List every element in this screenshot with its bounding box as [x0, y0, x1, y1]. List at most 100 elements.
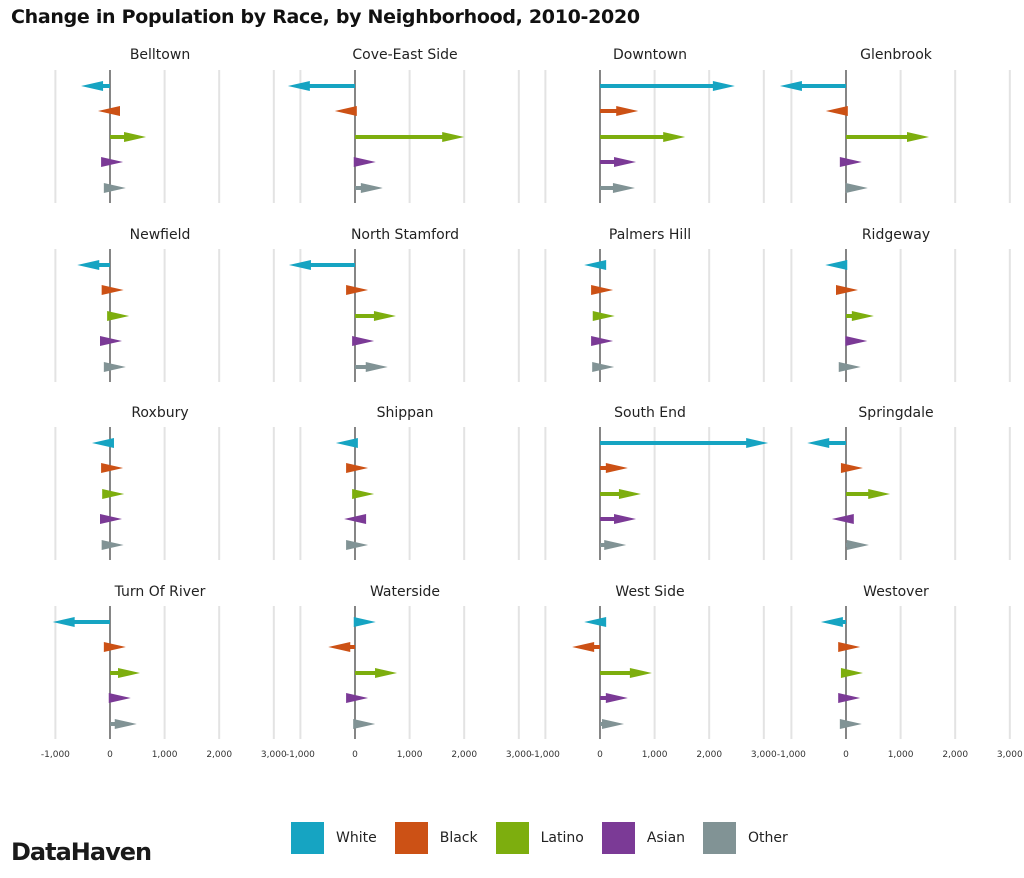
legend-swatch-white — [291, 822, 324, 854]
arrow-head-black — [572, 642, 595, 652]
arrow-head-white — [353, 617, 376, 627]
arrow-head-asian — [614, 514, 637, 524]
arrow-head-black — [346, 463, 369, 473]
x-tick-label: 0 — [107, 750, 113, 760]
arrow-head-latino — [375, 668, 398, 678]
legend-swatch-other — [703, 822, 737, 854]
arrow-head-white — [287, 81, 310, 91]
panel-title: Westover — [863, 584, 929, 600]
arrow-head-asian — [839, 157, 862, 167]
x-tick-label: 3,000 — [506, 750, 532, 760]
arrow-head-black — [825, 106, 848, 116]
panel-title: Waterside — [370, 584, 440, 600]
arrow-head-black — [591, 285, 614, 295]
panel-title: South End — [614, 405, 686, 421]
panel-title: Belltown — [130, 47, 190, 63]
arrow-head-black — [97, 106, 120, 116]
arrow-head-asian — [352, 336, 375, 346]
arrow-head-black — [840, 463, 863, 473]
arrow-head-latino — [840, 668, 863, 678]
chart-area: Belltown Cove-East Side Downtown Glenbrook N… — [41, 47, 1023, 760]
arrow-head-latino — [618, 489, 641, 499]
x-tick-label: 1,000 — [888, 750, 914, 760]
panel-title: West Side — [615, 584, 684, 600]
x-tick-label: 3,000 — [997, 750, 1023, 760]
legend-item-other: Other — [703, 822, 790, 854]
arrow-head-white — [584, 617, 607, 627]
arrow-head-latino — [851, 311, 874, 321]
arrow-head-other — [839, 719, 862, 729]
arrow-head-other — [114, 719, 137, 729]
legend-swatch-black — [394, 822, 428, 854]
arrow-head-latino — [102, 489, 125, 499]
legend-item-black: Black — [394, 822, 480, 854]
arrow-head-latino — [352, 489, 375, 499]
legend-item-white: White — [291, 822, 379, 854]
arrow-head-other — [612, 183, 635, 193]
chart-title: Change in Population by Race, by Neighbo… — [11, 6, 640, 28]
arrow-head-white — [779, 81, 802, 91]
x-tick-label: 0 — [597, 750, 603, 760]
x-tick-label: 3,000 — [261, 750, 287, 760]
arrow-head-asian — [831, 514, 854, 524]
arrow-head-latino — [592, 311, 615, 321]
arrow-head-black — [101, 463, 124, 473]
arrow-head-other — [838, 362, 861, 372]
arrow-head-black — [838, 642, 861, 652]
x-tick-label: -1,000 — [531, 750, 560, 760]
arrow-head-asian — [614, 157, 637, 167]
arrow-head-asian — [100, 336, 123, 346]
arrow-head-black — [346, 285, 369, 295]
arrow-head-black — [605, 463, 628, 473]
legend-swatch-asian — [601, 822, 635, 854]
arrow-head-latino — [107, 311, 130, 321]
arrow-head-other — [101, 540, 124, 550]
legend-item-latino: Latino — [495, 822, 586, 854]
arrow-head-latino — [663, 132, 686, 142]
legend-label-latino: Latino — [540, 830, 584, 846]
x-tick-label: 2,000 — [696, 750, 722, 760]
arrow-head-white — [52, 617, 75, 627]
arrow-head-other — [353, 719, 376, 729]
arrow-head-white — [335, 438, 358, 448]
panel-title: Shippan — [377, 405, 434, 421]
legend-label-black: Black — [439, 830, 478, 846]
legend: White Black Latino Asian Other — [291, 822, 806, 854]
arrow-head-asian — [346, 693, 369, 703]
arrow-head-other — [604, 540, 627, 550]
panel-title: Glenbrook — [860, 47, 933, 63]
panel-title: Palmers Hill — [609, 227, 691, 243]
x-tick-label: 0 — [843, 750, 849, 760]
arrow-head-white — [81, 81, 104, 91]
panel-title: Springdale — [858, 405, 933, 421]
panel-title: Cove-East Side — [352, 47, 457, 63]
x-tick-label: 2,000 — [451, 750, 477, 760]
arrow-head-white — [77, 260, 100, 270]
arrow-head-black — [328, 642, 351, 652]
panel-title: Turn Of River — [114, 584, 206, 600]
arrow-head-other — [365, 362, 388, 372]
arrow-head-white — [712, 81, 735, 91]
legend-item-asian: Asian — [601, 822, 687, 854]
x-tick-label: 0 — [352, 750, 358, 760]
arrow-head-latino — [373, 311, 396, 321]
arrow-head-other — [592, 362, 615, 372]
arrow-head-latino — [868, 489, 891, 499]
x-tick-label: 2,000 — [206, 750, 232, 760]
arrow-head-other — [360, 183, 383, 193]
arrow-head-asian — [845, 336, 868, 346]
panel-title: Downtown — [613, 47, 687, 63]
legend-swatch-latino — [495, 822, 529, 854]
arrow-head-asian — [108, 693, 131, 703]
x-tick-label: -1,000 — [777, 750, 806, 760]
arrow-head-white — [91, 438, 114, 448]
arrow-head-other — [103, 362, 126, 372]
arrow-head-black — [101, 285, 124, 295]
x-tick-label: 1,000 — [397, 750, 423, 760]
arrow-head-white — [584, 260, 607, 270]
x-tick-label: 3,000 — [751, 750, 777, 760]
panel-title: Roxbury — [131, 405, 188, 421]
panel-title: Ridgeway — [862, 227, 930, 243]
arrow-head-black — [836, 285, 859, 295]
arrow-head-asian — [100, 514, 123, 524]
